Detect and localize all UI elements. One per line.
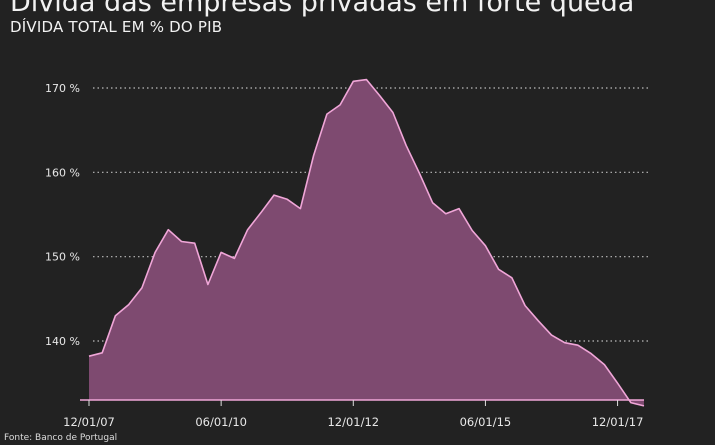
chart-title: Dívida das empresas privadas em forte qu… bbox=[10, 0, 635, 18]
series-area-fill bbox=[80, 79, 644, 406]
area-series bbox=[80, 78, 645, 407]
y-tick-label: 150 % bbox=[45, 251, 80, 264]
y-tick-label: 160 % bbox=[45, 166, 80, 179]
x-axis-ticks: 12/01/07 06/01/10 12/01/12 06/01/15 12/01/17 bbox=[63, 400, 643, 429]
y-tick-label: 140 % bbox=[45, 335, 80, 348]
y-tick-label: 170 % bbox=[45, 82, 80, 95]
x-tick-label: 06/01/10 bbox=[195, 415, 247, 429]
series-line bbox=[88, 78, 645, 407]
x-tick-label: 12/01/07 bbox=[63, 415, 115, 429]
x-tick-label: 12/01/17 bbox=[592, 415, 644, 429]
chart-subtitle: DÍVIDA TOTAL EM % DO PIB bbox=[10, 18, 223, 36]
x-tick-label: 06/01/15 bbox=[460, 415, 512, 429]
source-note: Fonte: Banco de Portugal bbox=[4, 433, 118, 443]
y-axis-ticks: 140 % 150 % 160 % 170 % bbox=[45, 82, 80, 348]
x-tick-label: 12/01/12 bbox=[327, 415, 379, 429]
